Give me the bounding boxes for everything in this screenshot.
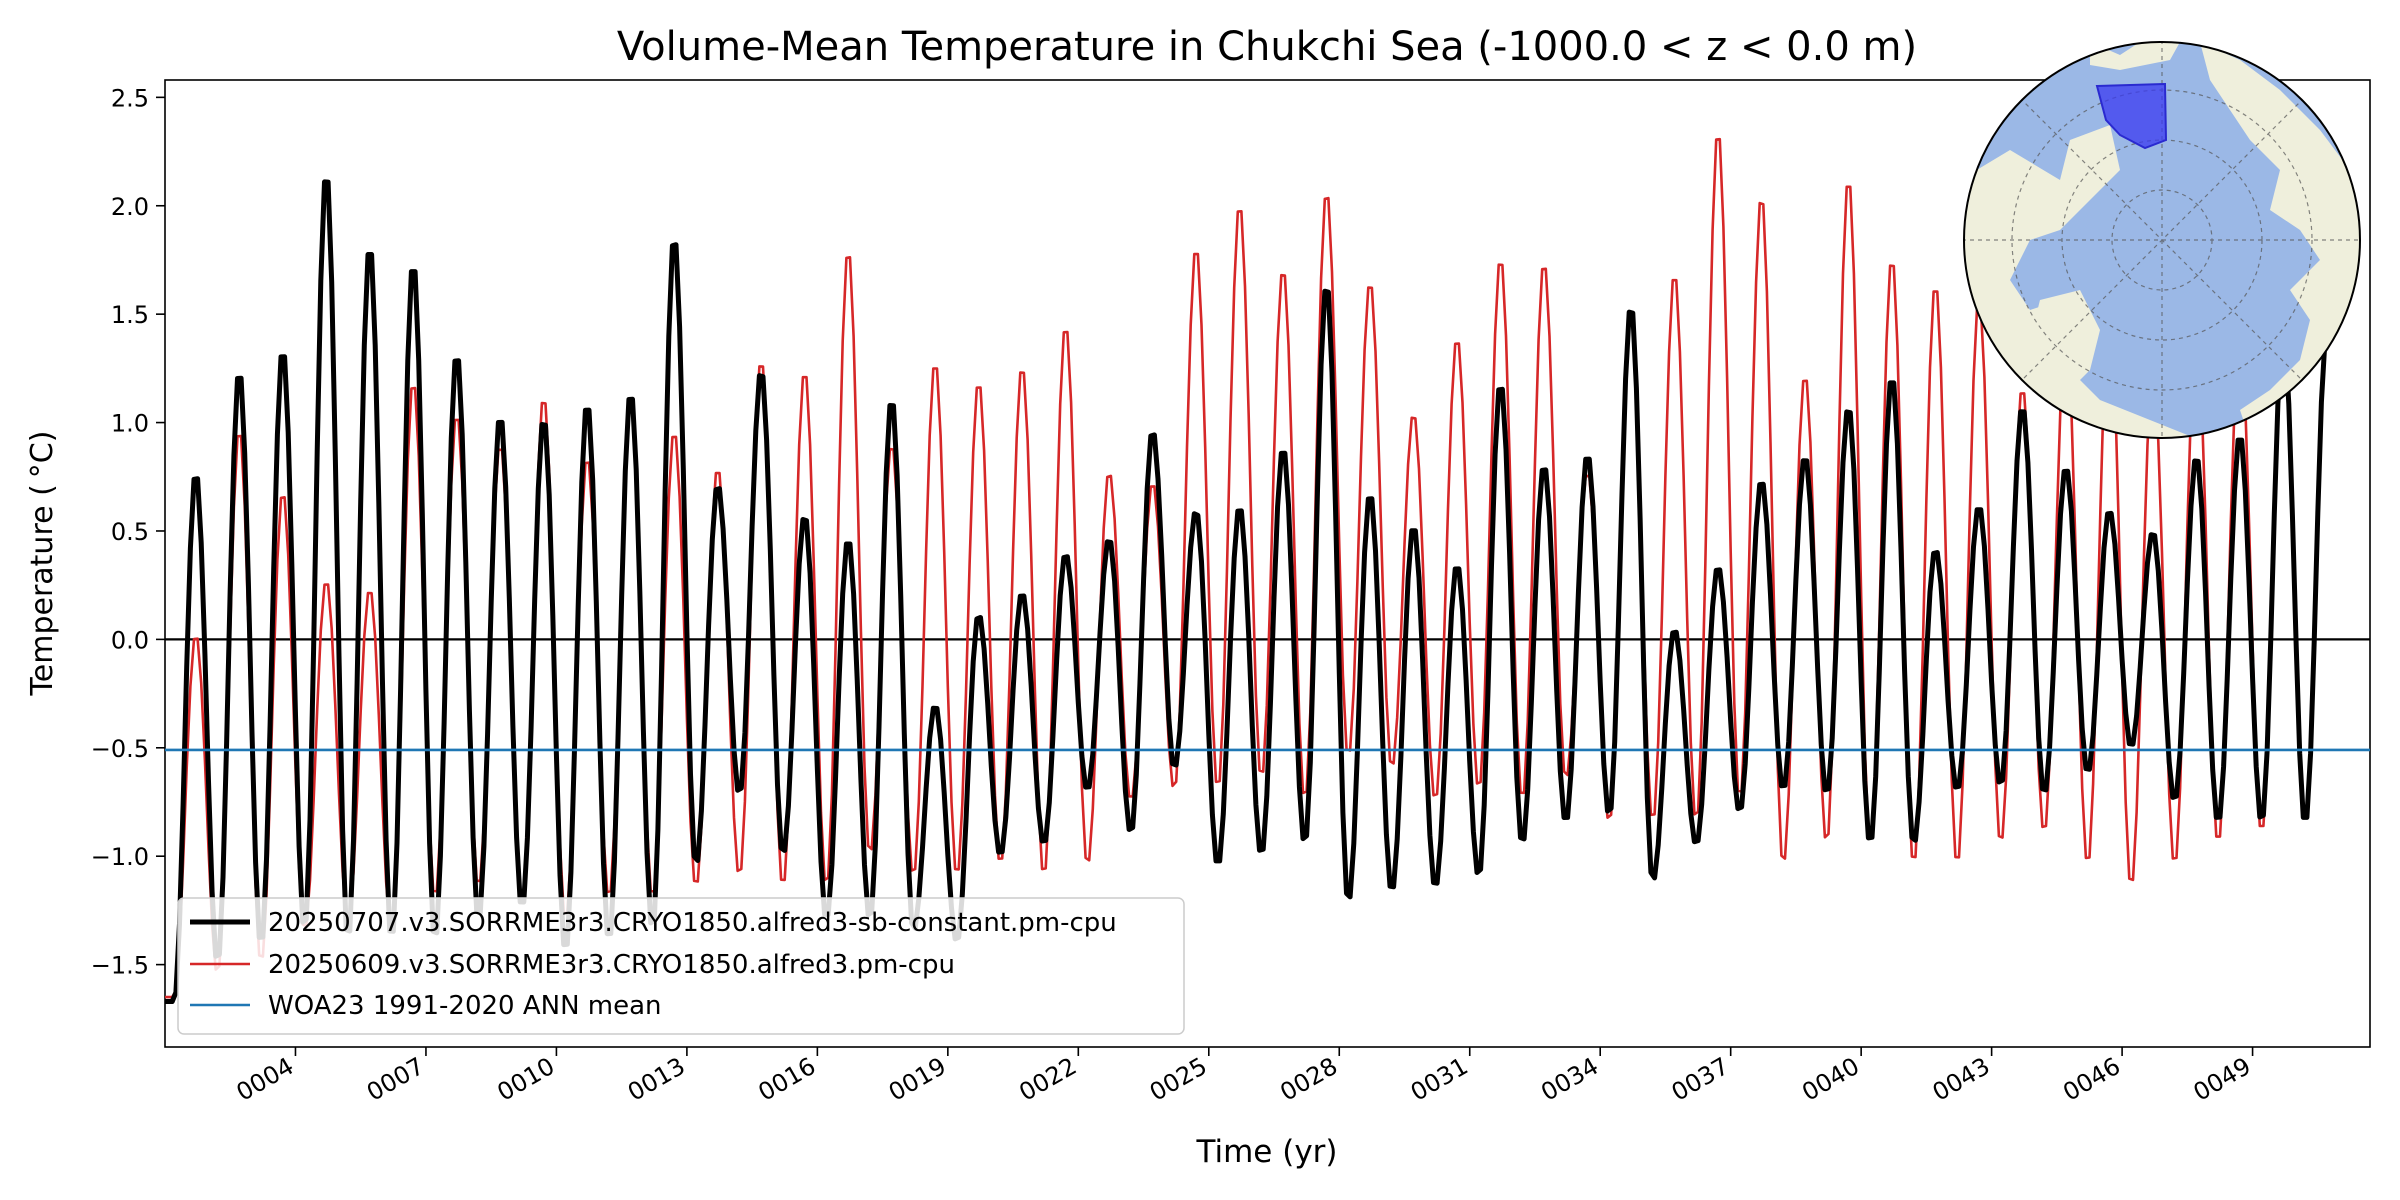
- x-tick-label: 0022: [1014, 1052, 1081, 1107]
- y-tick-label: 0.0: [111, 626, 149, 654]
- legend-label: 20250707.v3.SORRME3r3.CRYO1850.alfred3-s…: [268, 908, 1117, 938]
- land-eurasia: [2200, 42, 2360, 438]
- x-tick-label: 0046: [2058, 1052, 2125, 1107]
- x-tick-label: 0031: [1406, 1052, 1473, 1107]
- plot-area: [164, 79, 2371, 1048]
- x-axis-label: Time (yr): [1196, 1134, 1338, 1170]
- land-north-america: [1964, 125, 2200, 438]
- x-tick-label: 0019: [884, 1052, 951, 1107]
- land-greenland: [2030, 290, 2100, 390]
- y-axis-label: Temperature ( °C): [25, 431, 60, 697]
- x-tick-label: 0007: [362, 1052, 429, 1107]
- x-tick-label: 0025: [1145, 1052, 1212, 1107]
- x-tick-label: 0013: [623, 1052, 690, 1107]
- x-tick-label: 0016: [753, 1052, 820, 1107]
- land-siberia-top: [2090, 42, 2180, 70]
- x-tick-label: 0034: [1536, 1052, 1603, 1107]
- y-tick-label: 0.5: [111, 518, 149, 546]
- y-tick-label: −0.5: [91, 735, 149, 763]
- legend: 20250707.v3.SORRME3r3.CRYO1850.alfred3-s…: [177, 897, 1185, 1035]
- legend-label: WOA23 1991-2020 ANN mean: [268, 991, 662, 1021]
- legend-label: 20250609.v3.SORRME3r3.CRYO1850.alfred3.p…: [268, 950, 955, 980]
- x-tick-label: 0028: [1275, 1052, 1342, 1107]
- plot-frame: [164, 79, 2371, 1048]
- x-tick-label: 0040: [1797, 1052, 1864, 1107]
- x-axis: 0004 0007 0010 0013 0016 0019 0022 0025 0028 0031…: [232, 1047, 2256, 1107]
- y-tick-label: 1.0: [111, 410, 149, 438]
- x-tick-label: 0043: [1928, 1052, 1995, 1107]
- x-tick-label: 0004: [232, 1052, 299, 1107]
- chukchi-sea-region: [2095, 82, 2168, 150]
- y-tick-label: −1.5: [91, 952, 149, 980]
- y-tick-label: 2.0: [111, 193, 149, 221]
- y-tick-label: 2.5: [111, 84, 149, 112]
- series-line-1: [165, 179, 2332, 1004]
- x-tick-label: 0010: [493, 1052, 560, 1107]
- legend-box: [177, 897, 1185, 1035]
- y-tick-label: 1.5: [111, 301, 149, 329]
- x-tick-label: 0037: [1667, 1052, 1734, 1107]
- y-axis: −1.5 −1.0 −0.5 0.0 0.5 1.0 1.5 2.0 2.5: [91, 84, 165, 980]
- chart-title: Volume-Mean Temperature in Chukchi Sea (…: [617, 24, 1917, 70]
- y-tick-label: −1.0: [91, 843, 149, 871]
- inset-map: [1963, 41, 2361, 439]
- x-tick-label: 0049: [2189, 1052, 2256, 1107]
